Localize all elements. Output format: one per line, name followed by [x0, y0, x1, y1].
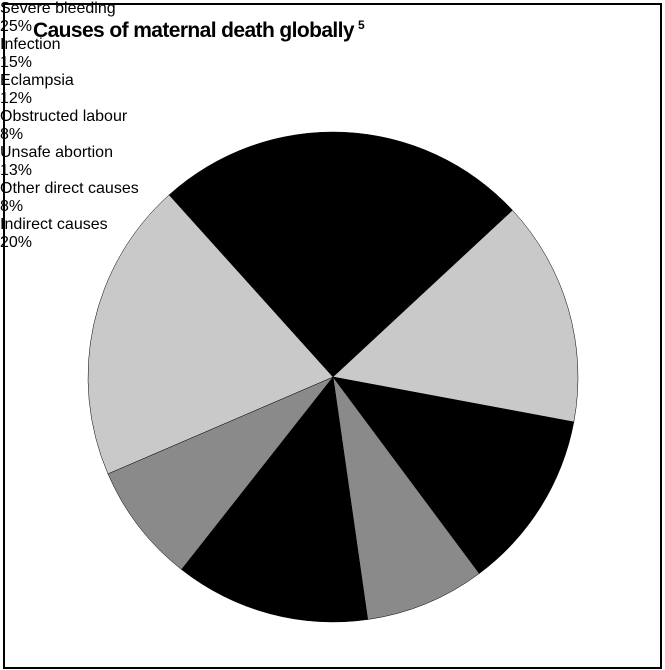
- value-label: 8%: [0, 198, 24, 215]
- category-label: Other direct causes: [0, 180, 139, 197]
- frame: [3, 3, 662, 669]
- value-label: 25%: [0, 18, 33, 35]
- slice-label: Indirect causes 20%: [0, 216, 665, 252]
- value-label: 15%: [0, 54, 33, 71]
- pie-slice: [181, 376, 368, 623]
- pie-slice: [168, 131, 513, 378]
- slice-label: Infection 15%: [0, 36, 665, 72]
- slice-label: Obstructed labour 8%: [0, 108, 665, 144]
- value-label: 8%: [0, 126, 24, 143]
- title-footnote: 5: [357, 18, 365, 32]
- slice-label: Unsafe abortion 13%: [0, 144, 665, 180]
- category-label: Obstructed labour: [0, 108, 128, 125]
- pie-slice: [332, 209, 579, 423]
- value-label: 20%: [0, 234, 33, 251]
- slice-label: Eclampsia 12%: [0, 72, 665, 108]
- category-label: Eclampsia: [0, 72, 74, 89]
- title-text: Causes of maternal death globally: [33, 19, 355, 42]
- chart-title: Causes of maternal death globally 5: [33, 18, 365, 43]
- pie-slice: [332, 376, 480, 620]
- category-label: Unsafe abortion: [0, 144, 113, 161]
- pie-slice: [87, 194, 334, 475]
- category-label: Infection: [0, 36, 61, 53]
- category-label: Indirect causes: [0, 216, 108, 233]
- pie-slice: [107, 376, 334, 570]
- value-label: 13%: [0, 162, 33, 179]
- pie-slice: [332, 376, 575, 574]
- value-label: 12%: [0, 90, 33, 107]
- slice-label: Other direct causes 8%: [0, 180, 665, 216]
